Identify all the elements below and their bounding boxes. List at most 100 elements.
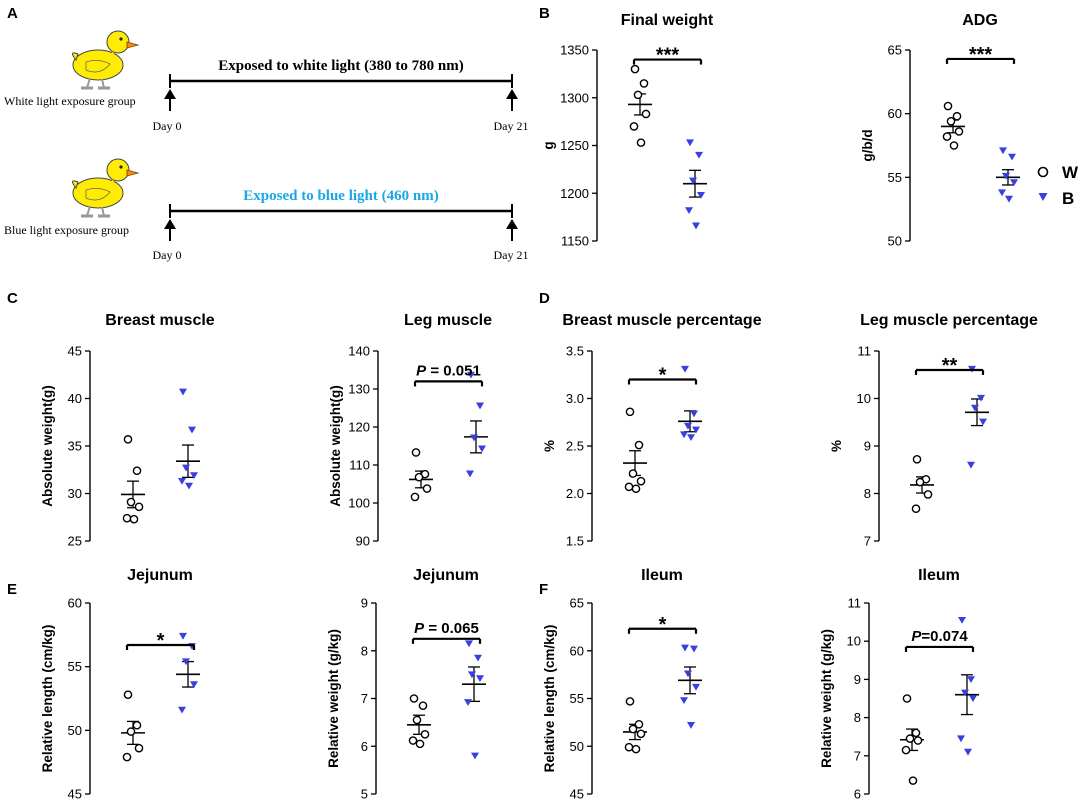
white-group-label: White light exposure group	[4, 94, 136, 108]
series-B	[683, 139, 707, 230]
y-axis-label: Relative length (cm/kg)	[40, 625, 55, 773]
chart-title: Final weight	[621, 12, 714, 29]
y-tick-label: 60	[68, 596, 82, 611]
chart-jejunum-weight: Jejunum 5 6 7 8 9 Relative weight (g/kg) P = 0.…	[326, 567, 486, 801]
panel-letter-b: B	[539, 5, 550, 22]
data-point	[408, 736, 418, 745]
data-point	[182, 464, 190, 472]
y-tick-label: 8	[854, 710, 861, 725]
series-W	[409, 448, 433, 502]
data-point	[908, 776, 918, 785]
panel-letter-d: D	[539, 290, 550, 307]
data-point	[957, 735, 965, 743]
white-group-duck-icon	[70, 29, 140, 90]
data-point	[961, 689, 969, 697]
chart-title: ADG	[962, 12, 998, 29]
significance-label: P=0.074	[911, 628, 968, 645]
panel-letter-e: E	[7, 581, 17, 598]
data-point	[946, 117, 956, 126]
data-point	[901, 745, 911, 755]
legend-white-marker-icon	[1037, 166, 1049, 178]
data-point	[129, 514, 139, 524]
white-day-start: Day 0	[153, 119, 182, 133]
y-tick-label: 11	[858, 344, 872, 359]
data-point	[123, 690, 133, 699]
data-point	[964, 748, 972, 756]
y-tick-label: 1350	[560, 43, 589, 58]
y-tick-label: 50	[888, 234, 902, 249]
series-W	[623, 697, 647, 754]
data-point	[415, 739, 425, 749]
y-tick-label: 1250	[560, 138, 589, 153]
data-point	[411, 448, 421, 457]
data-point	[631, 484, 641, 494]
y-tick-label: 3.5	[566, 344, 584, 359]
data-point	[1010, 179, 1018, 187]
data-point	[467, 371, 475, 379]
data-point	[478, 445, 486, 453]
y-tick-label: 30	[68, 486, 82, 501]
experiment-design: Exposed to white light (380 to 780 nm) W…	[4, 29, 529, 262]
y-tick-label: 10	[857, 391, 871, 406]
data-point	[179, 388, 187, 396]
data-point	[466, 470, 474, 478]
data-point	[628, 469, 638, 478]
data-point	[134, 743, 144, 753]
y-axis-label: Relative length (cm/kg)	[542, 625, 557, 773]
data-point	[686, 139, 694, 147]
data-point	[902, 694, 912, 703]
y-tick-label: 130	[348, 382, 370, 397]
data-point	[636, 729, 646, 739]
data-point	[185, 482, 193, 490]
chart-leg-muscle-percentage: Leg muscle percentage 7 8 9 10 11% **	[829, 312, 1038, 549]
y-tick-label: 55	[68, 659, 82, 674]
panel-letter-f: F	[539, 581, 548, 598]
data-point	[464, 699, 472, 706]
data-point	[1005, 195, 1013, 203]
y-tick-label: 8	[864, 486, 871, 501]
data-point	[409, 694, 419, 703]
data-point	[190, 472, 198, 480]
data-point	[624, 742, 634, 752]
y-tick-label: 11	[848, 596, 862, 611]
significance-label: *	[659, 365, 667, 387]
data-point	[685, 207, 693, 215]
y-tick-label: 110	[349, 458, 370, 473]
data-point	[188, 426, 196, 434]
white-day21-arrow-icon	[506, 89, 518, 111]
y-tick-label: 50	[68, 723, 82, 738]
significance-label: *	[659, 614, 667, 636]
series-W	[121, 690, 145, 762]
y-tick-label: 45	[68, 787, 82, 801]
y-tick-label: 65	[888, 43, 902, 58]
series-W	[941, 101, 965, 150]
series-B	[678, 365, 702, 442]
data-point	[123, 435, 133, 444]
data-point	[476, 402, 484, 410]
y-tick-label: 55	[888, 170, 902, 185]
data-point	[967, 461, 975, 469]
y-tick-label: 35	[68, 439, 82, 454]
data-point	[474, 654, 482, 662]
white-day-end: Day 21	[494, 119, 529, 133]
chart-title: Leg muscle percentage	[860, 312, 1038, 329]
chart-title: Jejunum	[127, 567, 193, 584]
legend: W B	[1037, 163, 1079, 208]
chart-adg: ADG 50 55 60 65 g/b/d ***	[860, 12, 1020, 249]
blue-group-duck-icon	[70, 157, 140, 218]
charts-layer: Final weight11501200125013001350g***ADG5…	[40, 12, 1038, 801]
series-B	[996, 147, 1020, 203]
chart-title: Breast muscle	[105, 312, 214, 329]
legend-blue-label: B	[1062, 189, 1074, 208]
significance-label: P = 0.051	[416, 362, 481, 379]
data-point	[410, 492, 420, 502]
blue-day0-arrow-icon	[164, 219, 176, 241]
y-axis-label: Absolute weight(g)	[40, 385, 55, 507]
data-point	[132, 466, 142, 476]
data-point	[971, 404, 979, 412]
chart-ileum-length: Ileum 45 50 55 60 65 Relative length (cm/kg) *	[542, 567, 702, 801]
blue-exposure-text: Exposed to blue light (460 nm)	[243, 188, 438, 204]
series-B	[462, 640, 486, 760]
chart-ileum-weight: Ileum 6 7 8 9 10 11 Relative weight (g/kg) P=0.0…	[819, 567, 979, 801]
